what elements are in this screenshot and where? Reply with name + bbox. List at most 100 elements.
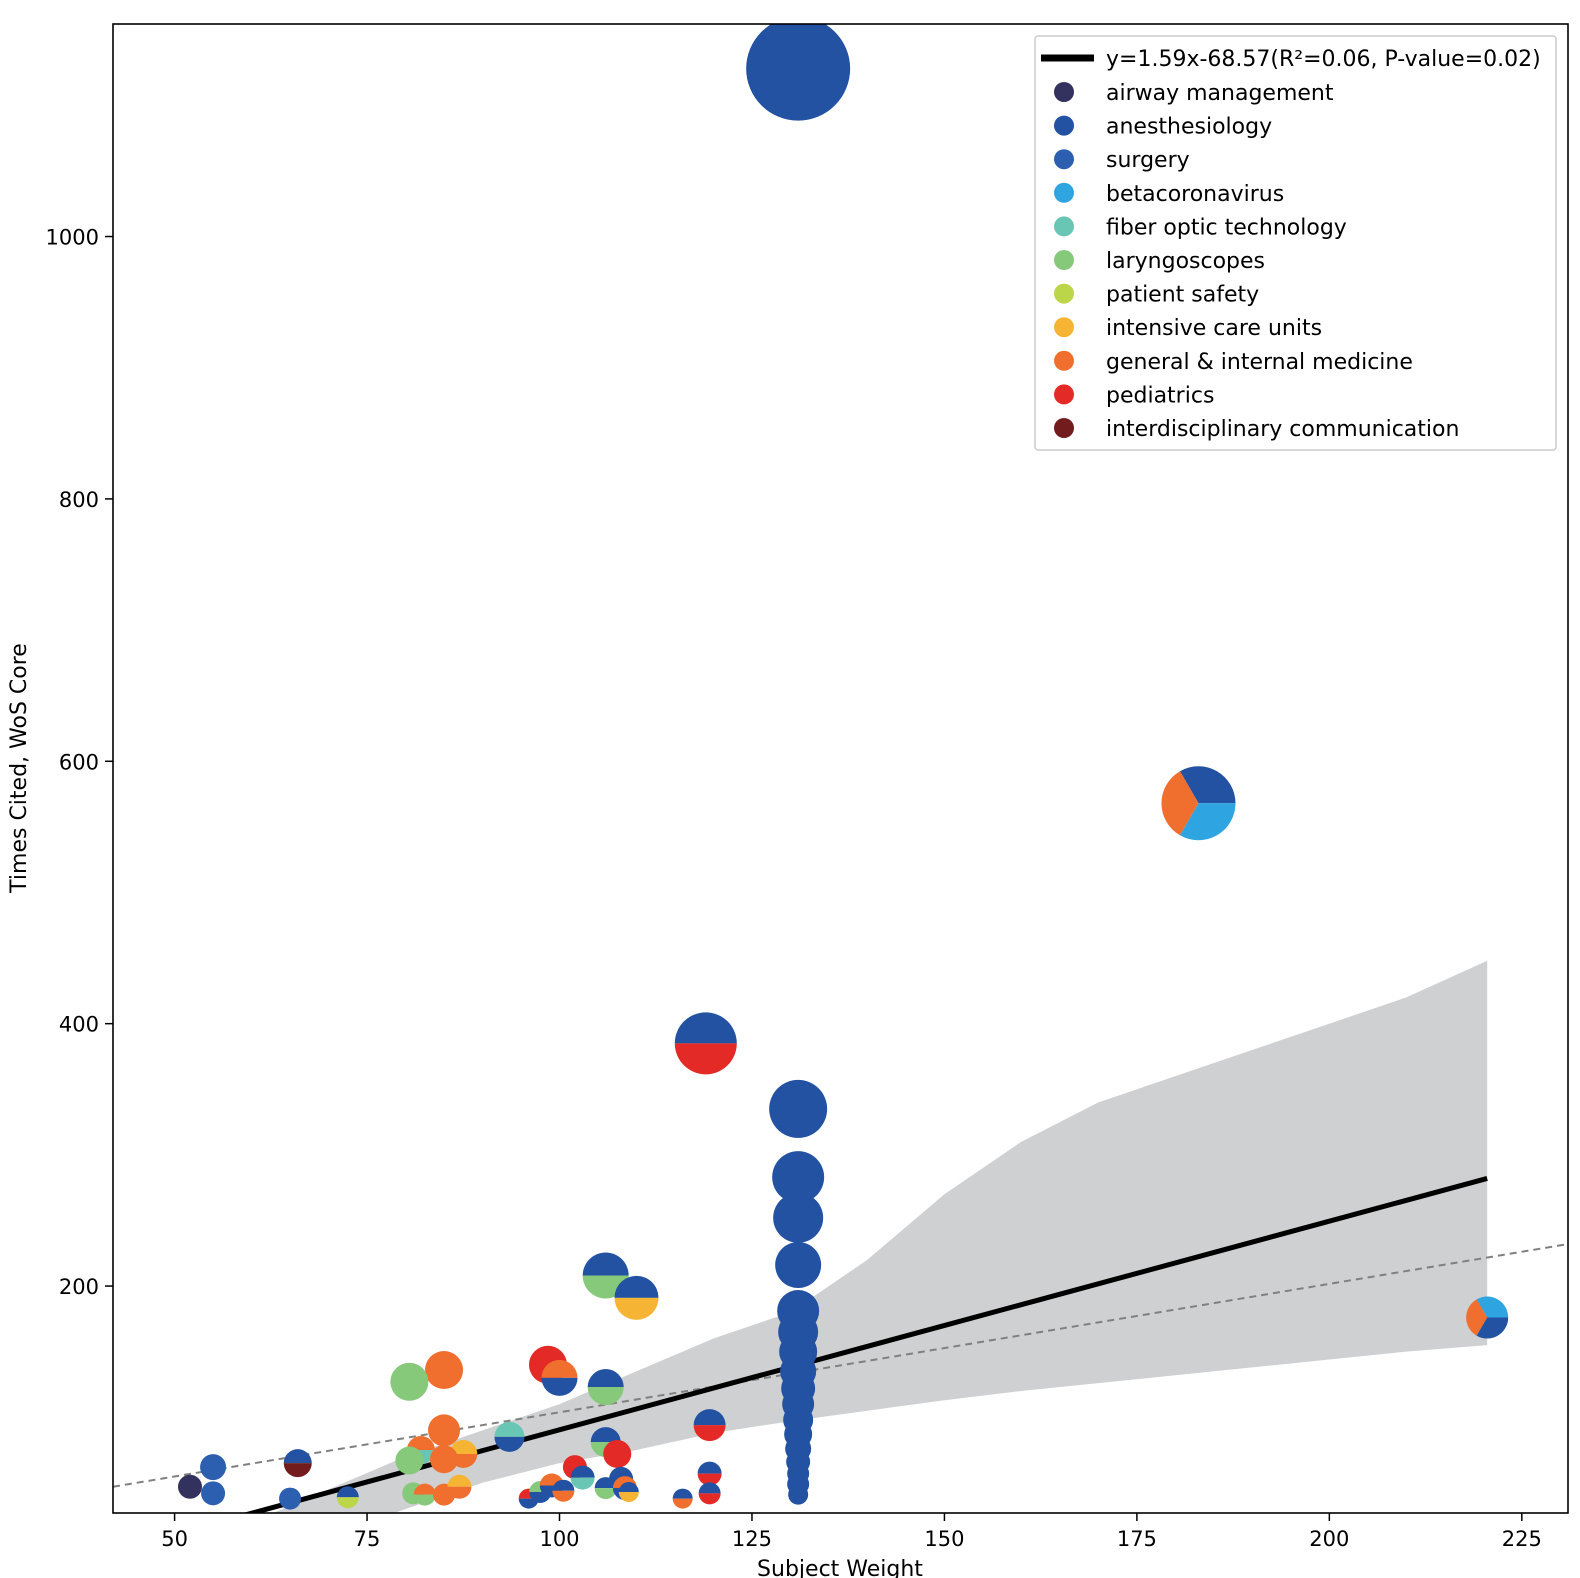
legend-label: patient safety bbox=[1106, 283, 1259, 308]
x-axis-label: Subject Weight bbox=[757, 1557, 923, 1578]
data-point bbox=[177, 1474, 202, 1499]
legend-label: betacoronavirus bbox=[1106, 182, 1284, 207]
data-point-slice bbox=[1179, 803, 1236, 841]
data-point-slice bbox=[283, 1449, 312, 1464]
plot-area bbox=[113, 24, 1568, 1513]
y-tick-label: 400 bbox=[59, 1013, 99, 1037]
legend-label: surgery bbox=[1106, 148, 1190, 173]
axis-ticks: 50 75 100 125 150 175 200 225 200 400 600 800 1000 bbox=[46, 226, 1542, 1551]
data-point-slice bbox=[413, 1494, 436, 1506]
data-point-slice bbox=[587, 1387, 624, 1406]
data-point-slice bbox=[674, 1012, 737, 1044]
data-point-slice bbox=[200, 1454, 227, 1481]
data-point-slice bbox=[1476, 1317, 1509, 1339]
y-tick-label: 200 bbox=[59, 1275, 99, 1299]
legend-items: airway management anesthesiology surgery be… bbox=[1054, 81, 1459, 442]
data-point-slice bbox=[447, 1486, 472, 1499]
data-point-slice bbox=[672, 1498, 693, 1509]
x-tick-label: 125 bbox=[732, 1527, 772, 1551]
data-point-slice bbox=[552, 1490, 575, 1502]
data-point-slice bbox=[428, 1414, 461, 1447]
data-point bbox=[587, 1369, 624, 1406]
y-tick-label: 600 bbox=[59, 750, 99, 774]
data-point bbox=[698, 1482, 721, 1505]
data-point bbox=[672, 1488, 693, 1509]
x-tick-label: 150 bbox=[924, 1527, 964, 1551]
data-point-slice bbox=[698, 1482, 721, 1494]
data-point-slice bbox=[788, 1484, 809, 1505]
data-point-slice bbox=[494, 1421, 525, 1437]
legend-swatch bbox=[1054, 216, 1074, 237]
legend-swatch bbox=[1054, 350, 1074, 371]
data-point bbox=[390, 1362, 429, 1401]
x-tick-label: 175 bbox=[1117, 1527, 1157, 1551]
x-tick-label: 225 bbox=[1502, 1527, 1542, 1551]
data-point-slice bbox=[603, 1439, 632, 1468]
data-point bbox=[1161, 766, 1236, 841]
legend-swatch bbox=[1054, 182, 1074, 203]
data-point bbox=[570, 1465, 595, 1490]
data-point-slice bbox=[336, 1497, 359, 1509]
data-point bbox=[769, 1079, 828, 1138]
data-point bbox=[674, 1012, 737, 1075]
legend-label: anesthesiology bbox=[1106, 115, 1272, 140]
data-point bbox=[603, 1439, 632, 1468]
data-point-slice bbox=[614, 1275, 659, 1298]
data-point bbox=[200, 1454, 227, 1481]
data-point-slice bbox=[425, 1351, 464, 1390]
data-point-slice bbox=[697, 1473, 722, 1486]
data-point-slice bbox=[746, 24, 851, 121]
data-point-slice bbox=[552, 1479, 575, 1491]
data-point-slice bbox=[590, 1427, 621, 1443]
data-point bbox=[395, 1446, 424, 1475]
data-point-slice bbox=[1179, 766, 1236, 804]
legend-label: intensive care units bbox=[1106, 316, 1322, 341]
x-tick-label: 200 bbox=[1309, 1527, 1349, 1551]
legend-label: fiber optic technology bbox=[1106, 215, 1347, 240]
legend-label: pediatrics bbox=[1106, 383, 1214, 408]
data-point-slice bbox=[570, 1465, 595, 1478]
data-point-slice bbox=[570, 1477, 595, 1490]
data-point bbox=[494, 1421, 525, 1452]
legend: y=1.59x-68.57(R²=0.06, P-value=0.02) air… bbox=[1034, 35, 1557, 451]
data-point bbox=[413, 1483, 436, 1506]
data-point-slice bbox=[541, 1377, 578, 1396]
data-point-slice bbox=[201, 1481, 226, 1506]
reference-dashed-line bbox=[113, 1243, 1568, 1488]
data-point bbox=[279, 1487, 302, 1510]
data-point bbox=[773, 1192, 824, 1243]
data-point-slice bbox=[390, 1362, 429, 1401]
data-point-slice bbox=[413, 1483, 436, 1495]
data-point bbox=[428, 1414, 461, 1447]
data-point-slice bbox=[674, 1043, 737, 1075]
data-point-slice bbox=[773, 1192, 824, 1243]
data-point-slice bbox=[395, 1446, 424, 1475]
data-point bbox=[788, 1484, 809, 1505]
data-point-slice bbox=[775, 1242, 822, 1289]
data-point-slice bbox=[582, 1252, 629, 1276]
data-point bbox=[552, 1479, 575, 1502]
data-point bbox=[336, 1486, 359, 1509]
data-point-slice bbox=[618, 1482, 639, 1493]
data-point-slice bbox=[494, 1436, 525, 1452]
data-point-slice bbox=[283, 1463, 312, 1478]
data-point-slice bbox=[1476, 1296, 1509, 1318]
legend-swatch bbox=[1054, 317, 1074, 338]
data-point bbox=[430, 1445, 459, 1474]
legend-swatch bbox=[1054, 283, 1074, 304]
data-point-slice bbox=[697, 1461, 722, 1474]
legend-label: general & internal medicine bbox=[1106, 350, 1413, 375]
x-tick-label: 75 bbox=[354, 1527, 381, 1551]
data-point-slice bbox=[518, 1498, 539, 1509]
y-tick-label: 1000 bbox=[46, 226, 99, 250]
data-point-slice bbox=[279, 1487, 302, 1510]
legend-label: airway management bbox=[1106, 81, 1334, 106]
data-point bbox=[746, 24, 851, 121]
data-point-slice bbox=[698, 1493, 721, 1505]
data-point-slice bbox=[406, 1436, 435, 1451]
data-point-slice bbox=[449, 1439, 478, 1454]
legend-swatch bbox=[1054, 149, 1074, 170]
data-point bbox=[775, 1242, 822, 1289]
legend-swatch bbox=[1054, 418, 1074, 438]
